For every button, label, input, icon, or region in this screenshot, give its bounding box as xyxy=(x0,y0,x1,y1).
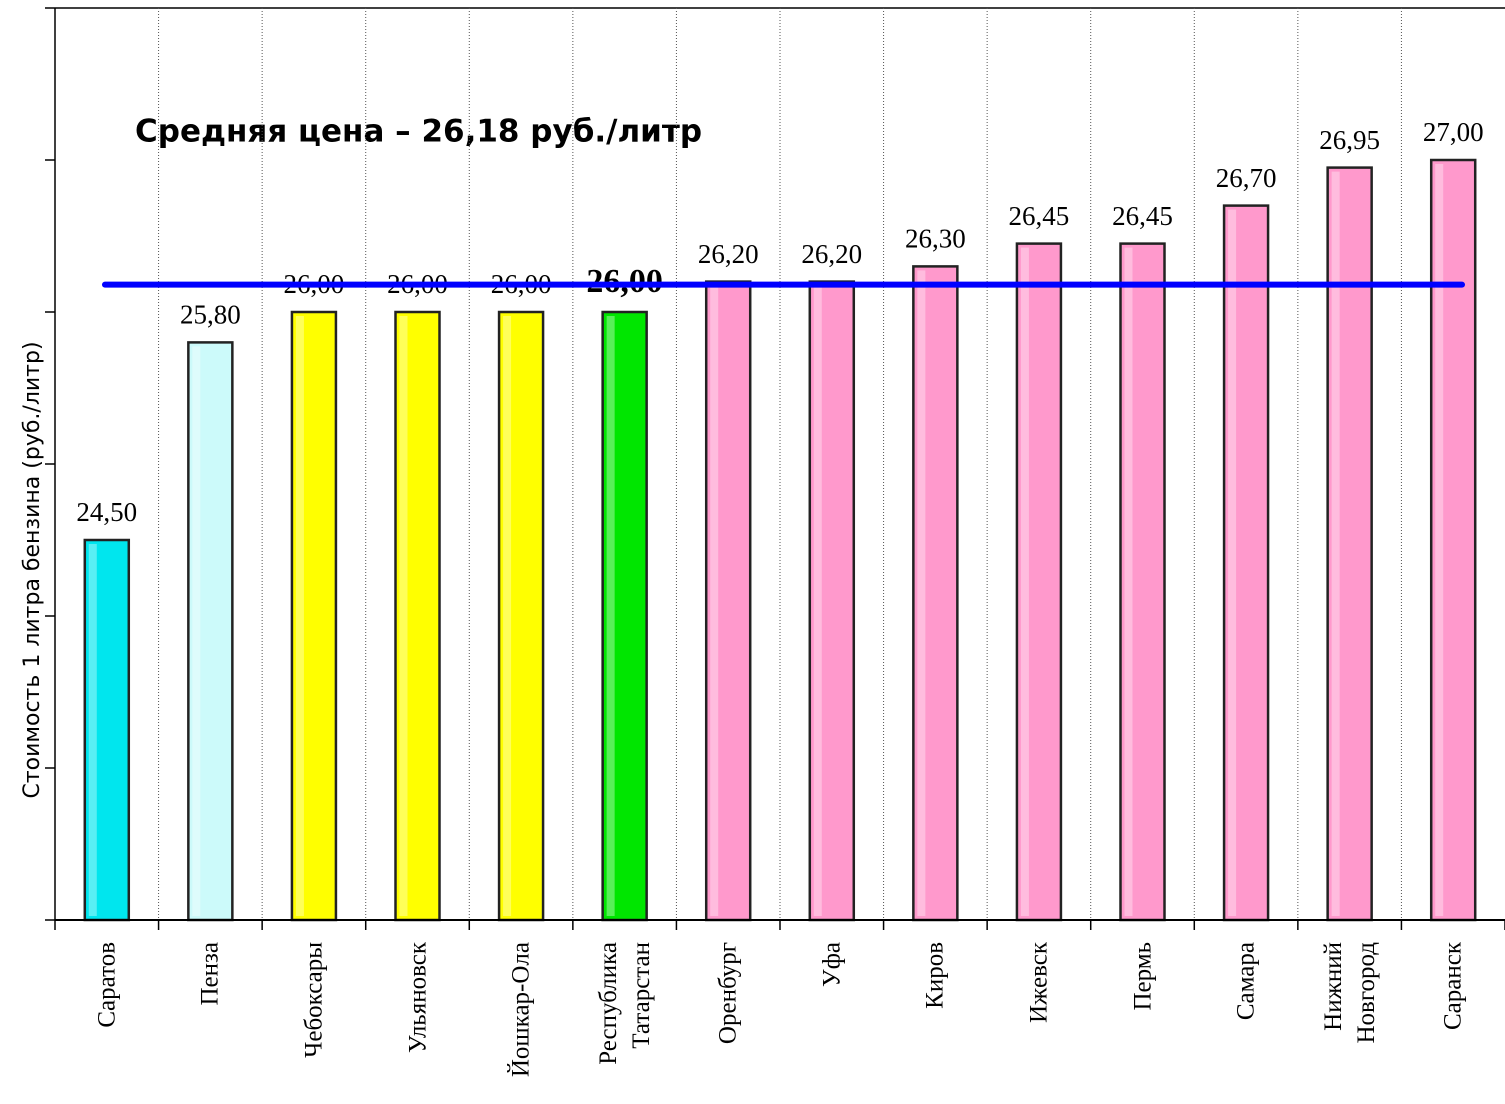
bar-highlight xyxy=(1020,247,1029,917)
bar xyxy=(1015,242,1063,922)
value-label: 26,45 xyxy=(1112,201,1173,231)
bar-highlight xyxy=(813,285,822,917)
x-tick-label: Оренбург xyxy=(714,942,742,1045)
x-tick-label: Пенза xyxy=(196,942,224,1006)
bar-highlight xyxy=(917,270,926,916)
chart-title: Средняя цена – 26,18 руб./литр xyxy=(135,114,702,150)
bar-highlight xyxy=(399,316,408,916)
bar-highlight xyxy=(1124,247,1133,917)
bar-highlight xyxy=(503,316,512,916)
x-tick-label: Саратов xyxy=(93,942,121,1028)
y-axis-label: Стоимость 1 литра бензина (руб./литр) xyxy=(20,341,45,798)
bar xyxy=(704,280,752,922)
bar-highlight xyxy=(1435,164,1444,916)
bar-highlight xyxy=(606,316,615,916)
x-tick-label: Республика Татарстан xyxy=(594,942,655,1065)
bar xyxy=(394,310,441,922)
value-label: 26,45 xyxy=(1009,201,1070,231)
bar-highlight xyxy=(1228,209,1237,917)
bar-highlight xyxy=(1331,171,1340,917)
value-label: 26,00 xyxy=(586,263,663,300)
bar xyxy=(601,310,648,922)
bar xyxy=(83,538,131,922)
value-label: 26,20 xyxy=(698,239,759,269)
value-label: 26,95 xyxy=(1319,125,1380,155)
x-tick-label: Йошкар-Ола xyxy=(507,942,535,1078)
bar-highlight xyxy=(710,285,719,917)
x-tick-label: Ульяновск xyxy=(404,942,431,1054)
bar-highlight xyxy=(295,316,304,916)
x-tick-label: Нижний Новгород xyxy=(1319,942,1380,1044)
value-label: 27,00 xyxy=(1423,117,1484,147)
bar xyxy=(912,265,959,922)
x-tick-label: Киров xyxy=(921,942,949,1009)
bar xyxy=(1119,242,1166,922)
x-tick-label: Пермь xyxy=(1129,942,1156,1011)
bar xyxy=(1326,166,1373,922)
bar xyxy=(808,280,856,922)
bar xyxy=(1222,204,1270,922)
bar xyxy=(497,310,545,922)
value-label: 25,80 xyxy=(180,300,241,330)
bar xyxy=(187,341,234,922)
value-label: 24,50 xyxy=(76,497,137,527)
x-tick-label: Уфа xyxy=(818,942,846,987)
value-label: 26,30 xyxy=(905,224,966,254)
x-tick-label: Саранск xyxy=(1439,942,1467,1030)
x-tick-label: Чебоксары xyxy=(300,942,328,1058)
value-label: 26,70 xyxy=(1216,163,1277,193)
bar-highlight xyxy=(88,544,97,916)
x-tick-label: Ижевск xyxy=(1025,942,1053,1023)
x-tick-label: Самара xyxy=(1232,942,1260,1021)
bar-highlight xyxy=(192,346,201,916)
value-label: 26,20 xyxy=(801,239,862,269)
